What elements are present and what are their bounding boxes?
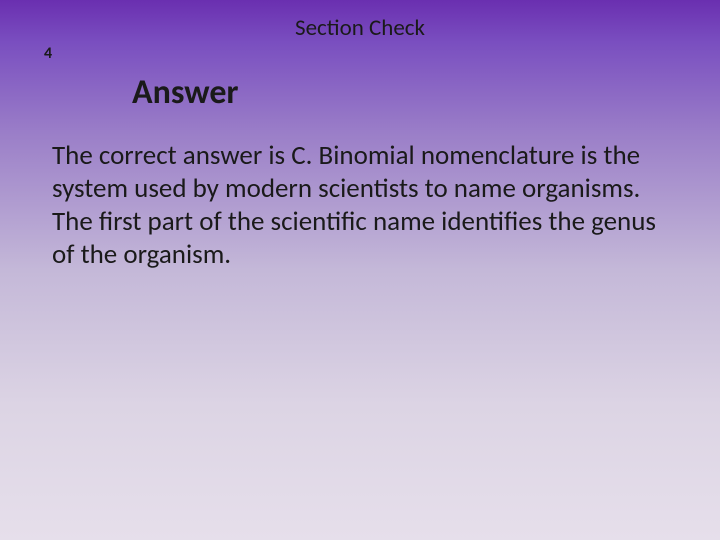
section-title: Section Check bbox=[0, 14, 720, 42]
answer-heading: Answer bbox=[132, 72, 239, 113]
slide-number: 4 bbox=[44, 44, 52, 63]
body-text: The correct answer is C. Binomial nomenc… bbox=[52, 140, 662, 272]
slide: Section Check 4 Answer The correct answe… bbox=[0, 0, 720, 540]
